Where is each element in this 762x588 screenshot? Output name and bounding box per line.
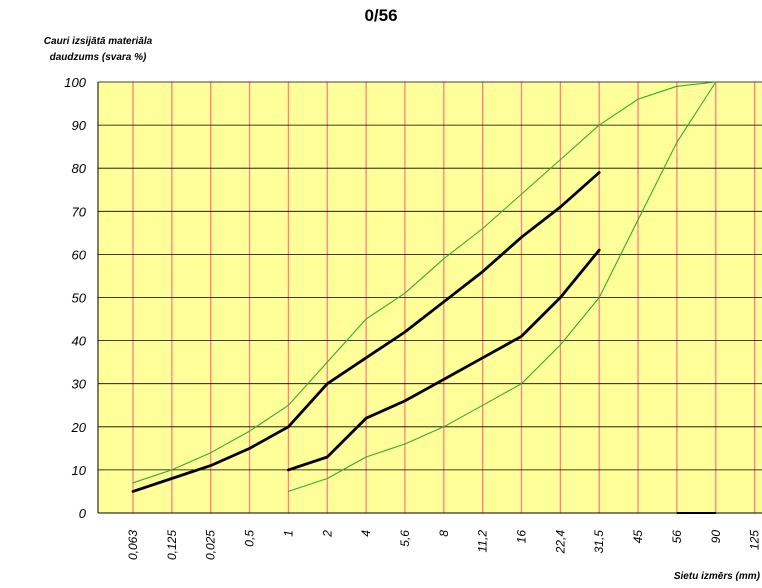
y-axis-label-line-2: daudzums (svara %) bbox=[49, 52, 147, 63]
x-tick-label: 5,6 bbox=[398, 530, 412, 547]
x-tick-label: 1 bbox=[281, 530, 295, 537]
chart-title: 0/56 bbox=[364, 6, 398, 25]
x-tick-label: 2 bbox=[320, 530, 334, 538]
y-tick-label: 50 bbox=[72, 291, 87, 306]
x-tick-label: 11,2 bbox=[476, 530, 490, 553]
x-tick-label: 4 bbox=[359, 530, 373, 537]
x-tick-label: 0,5 bbox=[243, 530, 257, 547]
y-axis-label-line-1: Cauri izsijātā materiāla bbox=[43, 36, 153, 47]
y-tick-label: 10 bbox=[72, 463, 87, 478]
envelope-line-2 bbox=[287, 81, 717, 492]
y-axis-label: Cauri izsijātā materiāla daudzums (svara… bbox=[14, 34, 182, 66]
x-tick-label: 22,4 bbox=[553, 530, 567, 555]
x-axis-label: Sietu izmērs (mm) bbox=[673, 571, 760, 582]
x-tick-label: 8 bbox=[437, 530, 451, 537]
y-tick-label: 20 bbox=[71, 420, 87, 435]
y-tick-label: 40 bbox=[72, 334, 87, 349]
y-tick-label: 30 bbox=[72, 377, 87, 392]
y-tick-label: 70 bbox=[72, 204, 87, 219]
y-tick-label: 0 bbox=[79, 506, 87, 521]
sample-line-2 bbox=[287, 248, 601, 472]
x-tick-label: 0,063 bbox=[126, 530, 140, 560]
x-tick-labels: 0,063 0,125 0,025 0,5 1 2 4 5,6 8 11,2 16 22,4 31,5 4… bbox=[126, 530, 762, 560]
y-tick-label: 80 bbox=[72, 161, 87, 176]
x-tick-label: 0,025 bbox=[204, 530, 218, 560]
y-tick-label: 90 bbox=[72, 118, 87, 133]
sample-line-1 bbox=[131, 171, 601, 493]
x-tick-label: 56 bbox=[670, 530, 684, 544]
x-tick-label: 125 bbox=[748, 530, 762, 550]
envelope-line-1 bbox=[132, 81, 717, 484]
x-tick-label: 90 bbox=[709, 530, 723, 544]
y-tick-label: 100 bbox=[64, 75, 86, 90]
x-tick-label: 45 bbox=[631, 530, 645, 544]
x-tick-label: 0,125 bbox=[165, 530, 179, 560]
x-tick-label: 16 bbox=[515, 530, 529, 544]
y-tick-labels: 0 10 20 30 40 50 60 70 80 90 100 bbox=[64, 75, 86, 521]
y-tick-label: 60 bbox=[72, 247, 87, 262]
x-tick-label: 31,5 bbox=[592, 530, 606, 554]
